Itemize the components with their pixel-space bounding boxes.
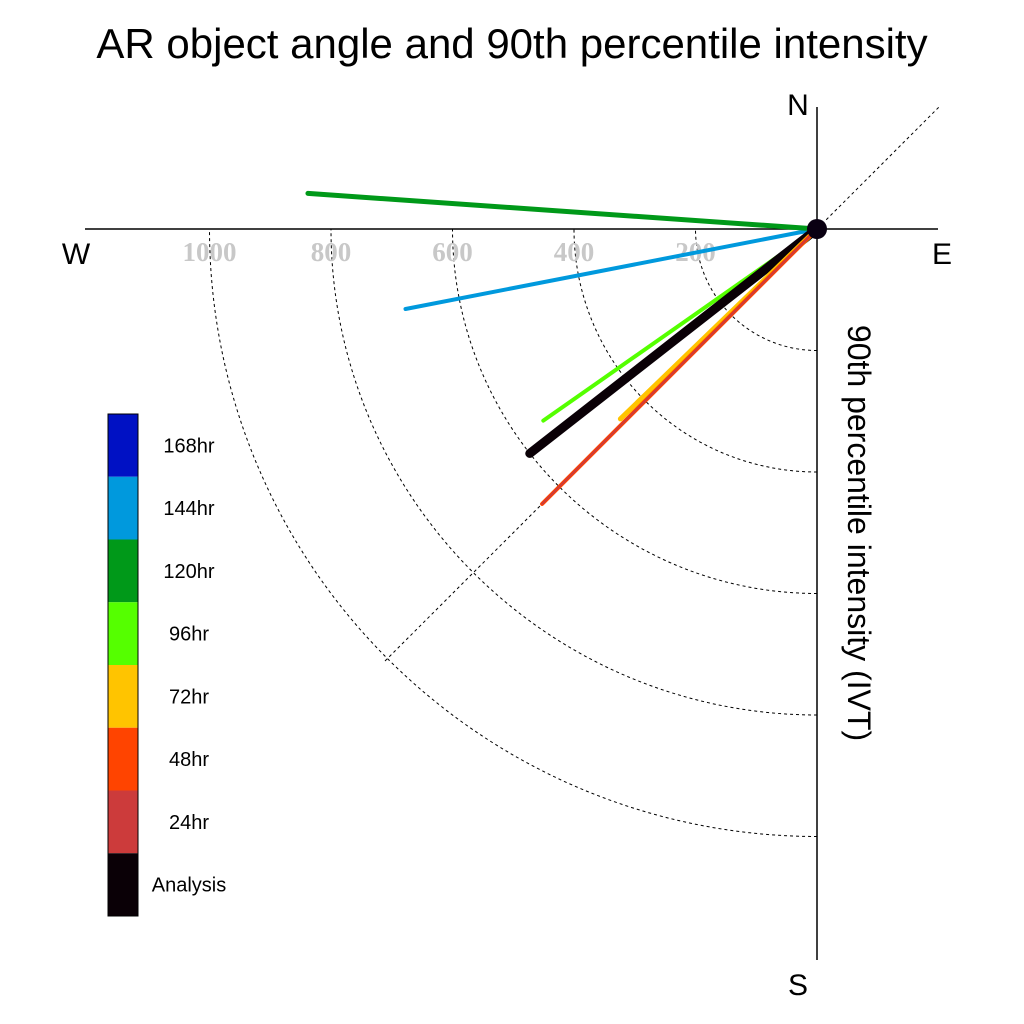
legend-border — [107, 413, 139, 917]
legend-label: 96hr — [169, 624, 209, 646]
series-line-120hr — [305, 190, 820, 232]
radial-tick-label: 800 — [311, 237, 352, 267]
north-label: N — [787, 89, 809, 122]
grid-arc-200 — [695, 228, 818, 351]
legend-label: 72hr — [169, 686, 209, 708]
legend-swatch — [108, 727, 138, 791]
legend: 168hr 144hr 120hr 96hr 72hr 48hr 24hr Analysis — [107, 413, 226, 917]
legend-label: Analysis — [152, 875, 226, 897]
grid-arc-800 — [330, 228, 818, 716]
legend-swatch — [108, 665, 138, 728]
radial-tick-label: 1000 — [183, 237, 237, 267]
legend-swatch — [108, 790, 138, 854]
legend-label: 120hr — [163, 561, 214, 583]
radial-tick-labels: 2004006008001000 — [183, 237, 716, 267]
y-axis-label: 90th percentile intensity (IVT) — [841, 325, 877, 741]
legend-label: 24hr — [169, 812, 209, 834]
series-line-24hr — [541, 228, 818, 505]
west-label: W — [62, 238, 91, 271]
legend-swatch — [108, 476, 138, 540]
legend-swatch — [108, 539, 138, 603]
east-label: E — [932, 238, 952, 271]
legend-label: 168hr — [163, 435, 214, 457]
legend-swatch — [108, 602, 138, 665]
south-label: S — [788, 969, 808, 1002]
grid-arc-600 — [452, 228, 818, 594]
radial-tick-label: 400 — [554, 237, 595, 267]
origin-marker — [807, 219, 827, 239]
legend-swatch — [108, 414, 138, 477]
legend-swatch — [108, 853, 138, 916]
series-line-analysis — [525, 224, 822, 458]
grid-arc-400 — [573, 228, 818, 473]
grid-arc-1000 — [209, 228, 818, 837]
series-line-144hr — [403, 227, 819, 311]
chart-title: AR object angle and 90th percentile inte… — [96, 20, 927, 67]
series-lines — [305, 190, 822, 506]
grid — [209, 228, 818, 837]
radial-tick-label: 600 — [432, 237, 473, 267]
legend-label: 48hr — [169, 749, 209, 771]
legend-label: 144hr — [163, 498, 214, 520]
